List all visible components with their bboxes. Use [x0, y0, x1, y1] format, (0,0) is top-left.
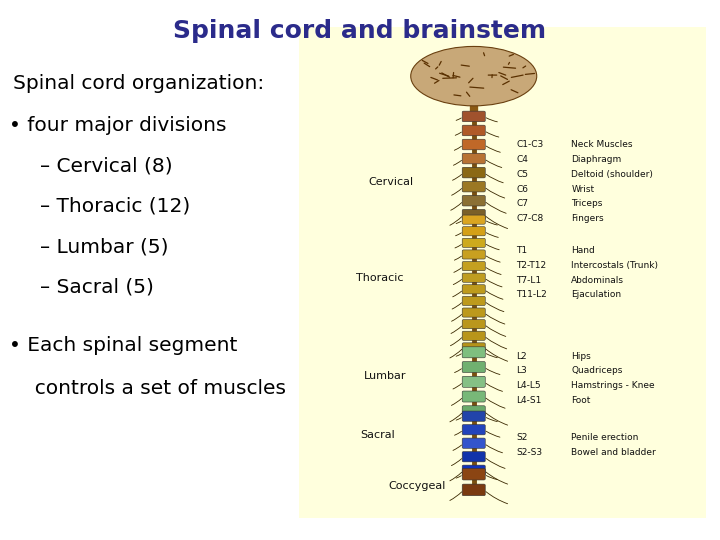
Text: T7-L1: T7-L1 [516, 275, 541, 285]
FancyBboxPatch shape [462, 411, 485, 421]
FancyBboxPatch shape [462, 451, 485, 462]
FancyBboxPatch shape [299, 27, 706, 518]
Text: Triceps: Triceps [572, 199, 603, 208]
Ellipse shape [410, 46, 536, 106]
Text: Bowel and bladder: Bowel and bladder [572, 448, 656, 456]
FancyBboxPatch shape [462, 238, 485, 247]
FancyBboxPatch shape [462, 308, 485, 317]
Text: C7-C8: C7-C8 [516, 214, 544, 223]
Text: Sacral: Sacral [360, 430, 395, 440]
Text: Fingers: Fingers [572, 214, 604, 223]
FancyBboxPatch shape [462, 406, 485, 417]
Text: C7: C7 [516, 199, 528, 208]
Text: C1-C3: C1-C3 [516, 140, 544, 150]
Text: Wrist: Wrist [572, 185, 595, 194]
Text: – Cervical (8): – Cervical (8) [40, 156, 172, 176]
FancyBboxPatch shape [462, 273, 485, 282]
FancyBboxPatch shape [462, 376, 485, 387]
FancyBboxPatch shape [462, 484, 485, 496]
FancyBboxPatch shape [462, 215, 485, 224]
FancyBboxPatch shape [462, 250, 485, 259]
Text: Cervical: Cervical [368, 177, 413, 187]
FancyBboxPatch shape [462, 343, 485, 352]
Text: L2: L2 [516, 352, 527, 361]
Text: Diaphragm: Diaphragm [572, 155, 621, 164]
FancyBboxPatch shape [462, 468, 485, 480]
FancyBboxPatch shape [462, 438, 485, 448]
FancyBboxPatch shape [462, 167, 485, 178]
Text: S2-S3: S2-S3 [516, 448, 543, 456]
FancyBboxPatch shape [462, 111, 485, 122]
Text: Coccygeal: Coccygeal [388, 482, 446, 491]
Text: T1: T1 [516, 246, 528, 255]
FancyBboxPatch shape [462, 331, 485, 340]
Text: Spinal cord organization:: Spinal cord organization: [13, 74, 264, 93]
Text: Hamstrings - Knee: Hamstrings - Knee [572, 381, 655, 390]
Text: • four major divisions: • four major divisions [9, 116, 226, 135]
FancyBboxPatch shape [462, 153, 485, 164]
Text: – Lumbar (5): – Lumbar (5) [40, 237, 168, 256]
Text: Ejaculation: Ejaculation [572, 291, 621, 299]
Text: L4-L5: L4-L5 [516, 381, 541, 390]
FancyBboxPatch shape [462, 227, 485, 236]
Text: Foot: Foot [572, 396, 590, 405]
Text: Thoracic: Thoracic [356, 273, 403, 282]
FancyBboxPatch shape [462, 391, 485, 402]
Text: Quadriceps: Quadriceps [572, 367, 623, 375]
Text: C5: C5 [516, 170, 528, 179]
Text: Hand: Hand [572, 246, 595, 255]
Text: L3: L3 [516, 367, 527, 375]
FancyBboxPatch shape [462, 139, 485, 150]
FancyBboxPatch shape [462, 210, 485, 220]
FancyBboxPatch shape [462, 125, 485, 136]
Text: C4: C4 [516, 155, 528, 164]
Text: • Each spinal segment: • Each spinal segment [9, 336, 237, 355]
FancyBboxPatch shape [462, 285, 485, 294]
Text: S2: S2 [516, 433, 528, 442]
Text: Intercostals (Trunk): Intercostals (Trunk) [572, 261, 658, 270]
FancyBboxPatch shape [462, 424, 485, 435]
Text: Abdominals: Abdominals [572, 275, 624, 285]
Text: T2-T12: T2-T12 [516, 261, 546, 270]
Text: L4-S1: L4-S1 [516, 396, 542, 405]
Text: Neck Muscles: Neck Muscles [572, 140, 633, 150]
FancyBboxPatch shape [462, 181, 485, 192]
Text: – Thoracic (12): – Thoracic (12) [40, 197, 190, 216]
Text: Spinal cord and brainstem: Spinal cord and brainstem [174, 19, 546, 43]
Text: Lumbar: Lumbar [364, 371, 406, 381]
Text: Hips: Hips [572, 352, 591, 361]
Text: Deltoid (shoulder): Deltoid (shoulder) [572, 170, 653, 179]
FancyBboxPatch shape [462, 465, 485, 475]
FancyBboxPatch shape [462, 195, 485, 206]
Text: T11-L2: T11-L2 [516, 291, 547, 299]
FancyBboxPatch shape [462, 347, 485, 358]
Text: C6: C6 [516, 185, 528, 194]
Text: controls a set of muscles: controls a set of muscles [22, 379, 286, 399]
FancyBboxPatch shape [462, 320, 485, 329]
Text: Penile erection: Penile erection [572, 433, 639, 442]
FancyBboxPatch shape [462, 362, 485, 373]
FancyBboxPatch shape [462, 261, 485, 271]
FancyBboxPatch shape [462, 296, 485, 306]
Text: – Sacral (5): – Sacral (5) [40, 278, 153, 297]
